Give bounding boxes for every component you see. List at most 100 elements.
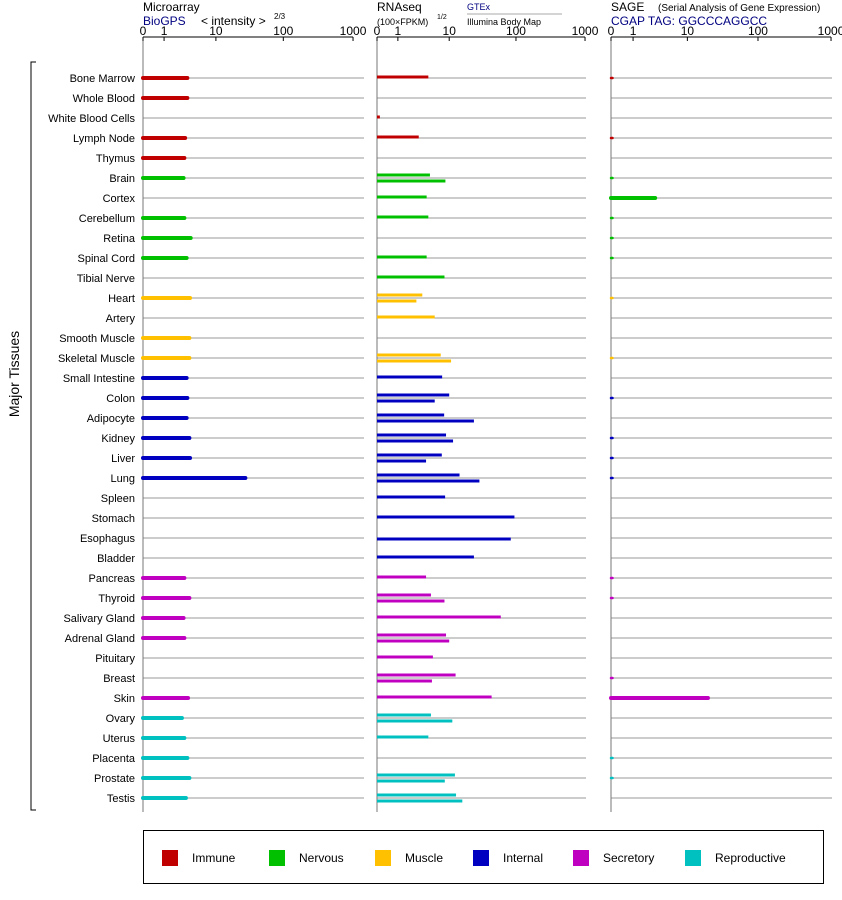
tissue-label: Cerebellum	[79, 213, 135, 225]
tissue-label: Lung	[111, 473, 135, 485]
legend-item-nervous: Nervous	[269, 849, 344, 867]
tissue-label: Bladder	[97, 553, 135, 565]
sage-tag: CGAP TAG: GGCCCAGGCC	[611, 14, 767, 28]
legend: Immune Nervous Muscle Internal Secretory…	[143, 830, 824, 884]
tissue-label: Uterus	[103, 733, 136, 745]
rnaseq-gtex-bar	[377, 353, 441, 357]
rnaseq-gtex-bar	[377, 115, 380, 119]
rnaseq-gtex-bar	[377, 393, 450, 397]
tissue-label: Lymph Node	[73, 133, 135, 145]
rnaseq-gtex-bar	[377, 473, 460, 477]
rnaseq-gtex-bar	[377, 673, 456, 677]
tissue-label: Adipocyte	[87, 413, 135, 425]
legend-swatch-internal	[473, 850, 489, 866]
tissue-label: Kidney	[101, 433, 135, 445]
tissue-label: Skeletal Muscle	[58, 353, 135, 365]
rnaseq-gtex-bar	[377, 215, 429, 219]
legend-item-muscle: Muscle	[375, 849, 443, 867]
rnaseq-gtex-bar	[377, 695, 492, 699]
tissue-label: Breast	[103, 673, 135, 685]
rnaseq-source-gtex: GTEx	[467, 2, 491, 12]
rnaseq-illumina-bar	[377, 179, 446, 183]
rnaseq-gtex-bar	[377, 413, 445, 417]
rnaseq-gtex-bar	[377, 515, 515, 519]
microarray-tick-label-100: 100	[273, 24, 293, 38]
tissue-label: Testis	[107, 793, 136, 805]
tissue-label: Cortex	[103, 193, 136, 205]
rnaseq-gtex-bar	[377, 655, 433, 659]
tissue-label: Adrenal Gland	[65, 633, 135, 645]
legend-item-secretory: Secretory	[573, 849, 654, 867]
rnaseq-gtex-bar	[377, 555, 474, 559]
tissue-label: Prostate	[94, 773, 135, 785]
tissue-label: Ovary	[106, 713, 136, 725]
tissue-label: Heart	[108, 293, 135, 305]
legend-label-immune: Immune	[192, 851, 236, 865]
rnaseq-gtex-bar	[377, 713, 431, 717]
tissue-label: Spinal Cord	[78, 253, 135, 265]
rnaseq-source-illumina: Illumina Body Map	[467, 17, 541, 27]
rnaseq-tick-label-1000: 1000	[572, 24, 599, 38]
tissue-label: Brain	[109, 173, 135, 185]
legend-swatch-muscle	[375, 850, 391, 866]
legend-label-muscle: Muscle	[405, 851, 444, 865]
rnaseq-gtex-bar	[377, 275, 445, 279]
rnaseq-unit: (100×FPKM)	[377, 17, 428, 27]
rnaseq-illumina-bar	[377, 599, 445, 603]
microarray-tick-label-1: 1	[161, 24, 168, 38]
rnaseq-illumina-bar	[377, 679, 432, 683]
tissue-label: White Blood Cells	[48, 113, 135, 125]
rnaseq-illumina-bar	[377, 399, 435, 403]
rnaseq-gtex-bar	[377, 293, 423, 297]
legend-item-immune: Immune	[162, 849, 235, 867]
tissue-label: Esophagus	[80, 533, 136, 545]
rnaseq-gtex-bar	[377, 633, 447, 637]
rnaseq-illumina-bar	[377, 419, 474, 423]
rnaseq-illumina-bar	[377, 639, 450, 643]
rnaseq-illumina-bar	[377, 299, 417, 303]
tissue-label: Liver	[111, 453, 135, 465]
rnaseq-illumina-bar	[377, 779, 445, 783]
sage-tick-label-1000: 1000	[818, 24, 842, 38]
tissue-label: Thymus	[96, 153, 136, 165]
rnaseq-gtex-bar	[377, 495, 446, 499]
legend-swatch-immune	[162, 850, 178, 866]
tissue-label: Colon	[106, 393, 135, 405]
tissue-label: Pituitary	[95, 653, 135, 665]
tissue-label: Whole Blood	[73, 93, 135, 105]
sage-tick-label-1: 1	[630, 24, 637, 38]
rnaseq-gtex-bar	[377, 453, 442, 457]
tissue-label: Placenta	[92, 753, 136, 765]
y-axis-label: Major Tissues	[6, 331, 22, 417]
microarray-measure: < intensity >	[201, 14, 266, 28]
legend-label-nervous: Nervous	[299, 851, 344, 865]
microarray-tick-label-1000: 1000	[340, 24, 367, 38]
rnaseq-gtex-bar	[377, 575, 427, 579]
sage-title: SAGE	[611, 0, 644, 14]
rnaseq-illumina-bar	[377, 479, 480, 483]
rnaseq-gtex-bar	[377, 375, 443, 379]
rnaseq-gtex-bar	[377, 593, 431, 597]
tissue-label: Skin	[114, 693, 135, 705]
rnaseq-illumina-bar	[377, 537, 511, 541]
tissue-label: Bone Marrow	[70, 73, 135, 85]
rnaseq-tick-label-1: 1	[395, 24, 402, 38]
legend-item-reproductive: Reproductive	[685, 849, 786, 867]
tissue-label: Artery	[106, 313, 136, 325]
rnaseq-gtex-bar	[377, 195, 427, 199]
rnaseq-gtex-bar	[377, 255, 427, 259]
rnaseq-gtex-bar	[377, 793, 457, 797]
legend-label-internal: Internal	[503, 851, 544, 865]
tissue-label: Pancreas	[89, 573, 136, 585]
legend-swatch-secretory	[573, 850, 589, 866]
tissue-label: Stomach	[92, 513, 135, 525]
rnaseq-gtex-bar	[377, 173, 430, 177]
rnaseq-gtex-bar	[377, 735, 429, 739]
sage-tick-label-0: 0	[608, 24, 615, 38]
microarray-tick-label-10: 10	[209, 24, 223, 38]
sage-tick-label-10: 10	[681, 24, 695, 38]
tissue-label: Small Intestine	[63, 373, 135, 385]
legend-label-reproductive: Reproductive	[715, 851, 786, 865]
legend-swatch-reproductive	[685, 850, 701, 866]
